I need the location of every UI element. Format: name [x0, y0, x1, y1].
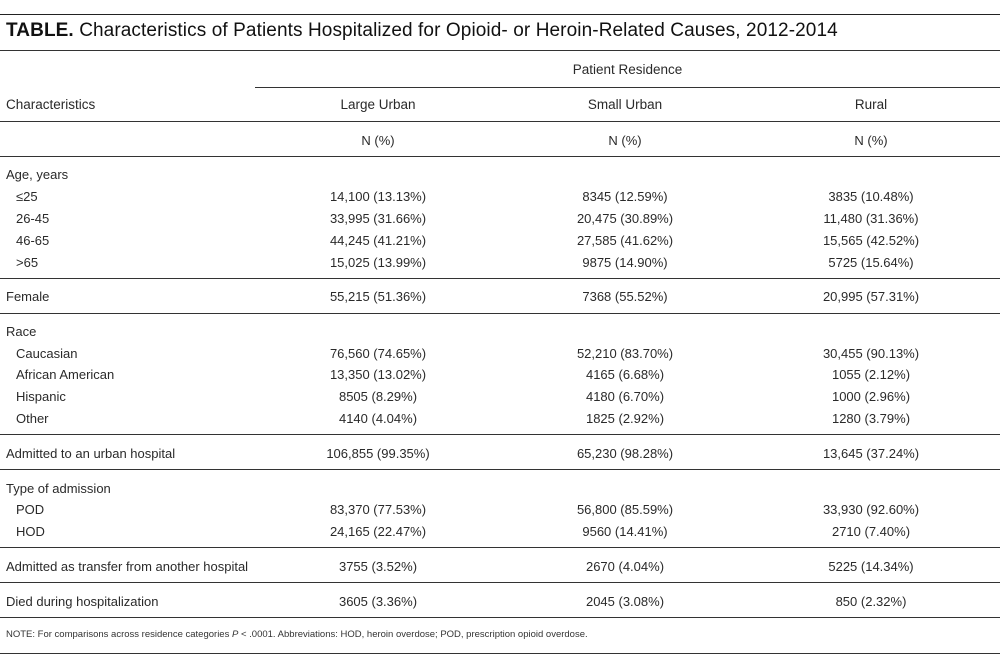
table-cell: 33,995 (31.66%): [329, 211, 427, 226]
row-label-transfer: Admitted as transfer from another hospit…: [6, 559, 249, 574]
row-label-age-46-65: 46-65: [16, 233, 50, 248]
table-cell: 27,585 (41.62%): [576, 233, 674, 248]
table-cell: 4140 (4.04%): [338, 411, 418, 426]
table-cell: 106,855 (99.35%): [326, 446, 430, 461]
table-cell: 8505 (8.29%): [338, 389, 418, 404]
table-cell: 20,995 (57.31%): [822, 289, 920, 304]
title-rule: [0, 50, 1000, 51]
header-rule: [0, 121, 1000, 122]
table-cell: 65,230 (98.28%): [576, 446, 674, 461]
table-cell: 5725 (15.64%): [828, 255, 914, 270]
note-prefix: NOTE: For comparisons across residence c…: [6, 629, 232, 640]
table-cell: 15,025 (13.99%): [329, 255, 427, 270]
section-rule: [0, 469, 1000, 470]
table-cell: 83,370 (77.53%): [329, 502, 427, 517]
spanner-rule: [255, 87, 1000, 88]
table-cell: 850 (2.32%): [835, 594, 907, 609]
row-label-female: Female: [6, 289, 50, 304]
table-cell: 15,565 (42.52%): [822, 233, 920, 248]
table-cell: 33,930 (92.60%): [822, 502, 920, 517]
row-label-hispanic: Hispanic: [16, 389, 66, 404]
unit-large-urban: N (%): [361, 133, 395, 148]
table-cell: 11,480 (31.36%): [823, 211, 919, 226]
row-label-died: Died during hospitalization: [6, 594, 159, 609]
table-cell: 76,560 (74.65%): [329, 346, 427, 361]
table-cell: 1055 (2.12%): [831, 367, 911, 382]
table-title-lead: TABLE.: [6, 20, 74, 41]
column-header-rural: Rural: [854, 97, 888, 112]
section-rule: [0, 313, 1000, 314]
units-rule: [0, 156, 1000, 157]
table-cell: 1825 (2.92%): [585, 411, 665, 426]
table-cell: 3755 (3.52%): [338, 559, 418, 574]
table-cell: 3835 (10.48%): [828, 189, 914, 204]
table-cell: 2670 (4.04%): [585, 559, 665, 574]
table-cell: 52,210 (83.70%): [576, 346, 674, 361]
column-header-small-urban: Small Urban: [587, 97, 663, 112]
table-cell: 30,455 (90.13%): [822, 346, 920, 361]
table-cell: 2045 (3.08%): [585, 594, 665, 609]
bottom-rule: [0, 617, 1000, 618]
table-cell: 1000 (2.96%): [831, 389, 911, 404]
table-cell: 14,100 (13.13%): [329, 189, 427, 204]
table-title: TABLE. Characteristics of Patients Hospi…: [6, 20, 838, 42]
table-cell: 24,165 (22.47%): [329, 524, 427, 539]
table-cell: 4165 (6.68%): [585, 367, 665, 382]
table-cell: 7368 (55.52%): [582, 289, 668, 304]
section-rule: [0, 582, 1000, 583]
table-cell: 44,245 (41.21%): [329, 233, 427, 248]
top-rule: [0, 14, 1000, 15]
table-cell: 2710 (7.40%): [831, 524, 911, 539]
unit-rural: N (%): [854, 133, 888, 148]
section-rule: [0, 278, 1000, 279]
table-note: NOTE: For comparisons across residence c…: [6, 629, 588, 640]
footer-rule: [0, 653, 1000, 654]
row-label-african-american: African American: [16, 367, 115, 382]
section-label-race: Race: [6, 324, 37, 339]
table-cell: 4180 (6.70%): [585, 389, 665, 404]
table-cell: 9875 (14.90%): [582, 255, 668, 270]
table-cell: 56,800 (85.59%): [576, 502, 674, 517]
table-cell: 8345 (12.59%): [582, 189, 668, 204]
row-label-caucasian: Caucasian: [16, 346, 78, 361]
table-cell: 9560 (14.41%): [582, 524, 668, 539]
row-label-age-26-45: 26-45: [16, 211, 50, 226]
row-label-pod: POD: [16, 502, 45, 517]
characteristics-header: Characteristics: [6, 97, 96, 112]
table-title-text: Characteristics of Patients Hospitalized…: [79, 20, 838, 41]
table-cell: 5225 (14.34%): [828, 559, 914, 574]
row-label-urban-hospital: Admitted to an urban hospital: [6, 446, 176, 461]
table-cell: 1280 (3.79%): [831, 411, 911, 426]
column-header-large-urban: Large Urban: [340, 97, 416, 112]
section-label-admission-type: Type of admission: [6, 481, 111, 496]
row-label-race-other: Other: [16, 411, 49, 426]
table-cell: 13,350 (13.02%): [329, 367, 427, 382]
note-p-symbol: P: [231, 629, 239, 640]
row-label-age-over-65: >65: [16, 255, 39, 270]
note-suffix: < .0001. Abbreviations: HOD, heroin over…: [238, 629, 588, 640]
section-rule: [0, 547, 1000, 548]
table-cell: 55,215 (51.36%): [329, 289, 427, 304]
section-label-age: Age, years: [6, 167, 69, 182]
spanner-header: Patient Residence: [572, 62, 683, 77]
section-rule: [0, 434, 1000, 435]
table-cell: 20,475 (30.89%): [576, 211, 674, 226]
row-label-age-under-25: ≤25: [16, 189, 38, 204]
row-label-hod: HOD: [16, 524, 45, 539]
table-cell: 3605 (3.36%): [338, 594, 418, 609]
table-cell: 13,645 (37.24%): [822, 446, 920, 461]
unit-small-urban: N (%): [608, 133, 642, 148]
